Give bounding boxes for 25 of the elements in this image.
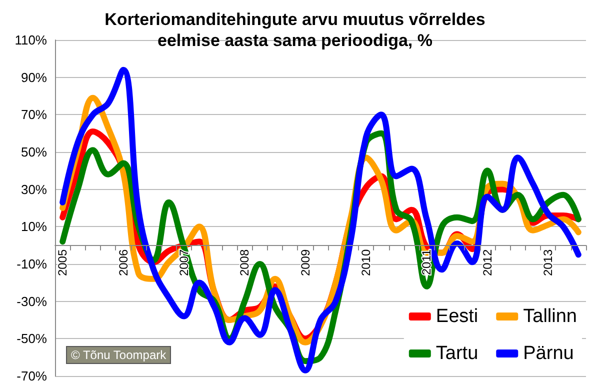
legend-label: Eesti <box>436 306 478 327</box>
y-tick-label: 30% <box>20 182 48 197</box>
y-tick-label: 70% <box>20 107 48 122</box>
y-tick-label: -10% <box>16 256 48 272</box>
x-tick-label: 2012 <box>480 249 494 276</box>
y-tick-label: -50% <box>16 331 48 346</box>
x-tick-label: 2009 <box>298 249 312 276</box>
x-tick-label: 2013 <box>541 249 556 276</box>
y-tick-label: 110% <box>14 32 48 48</box>
x-tick-label: 2006 <box>116 249 130 276</box>
x-tick-label: 2008 <box>238 249 252 276</box>
annotation: © Tõnu Toompark <box>66 346 172 364</box>
x-tick-label: 2011 <box>420 249 434 276</box>
chart-title: Korteriomanditehingute arvu muutus võrreldes eelmise aasta sama perioodiga, % <box>104 10 486 50</box>
y-tick-label: 90% <box>20 70 48 85</box>
y-tick-label: 10% <box>20 219 48 234</box>
x-tick-label: 2007 <box>176 249 191 276</box>
legend-label: Tallinn <box>523 306 578 327</box>
legend-label: Pärnu <box>523 343 574 364</box>
y-tick-label: -30% <box>16 294 48 309</box>
x-tick-label: 2005 <box>56 249 70 276</box>
y-tick-label: 50% <box>20 144 48 160</box>
y-tick-label: -70% <box>16 368 48 384</box>
x-tick-label: 2010 <box>359 249 374 276</box>
legend-label: Tartu <box>436 343 478 364</box>
